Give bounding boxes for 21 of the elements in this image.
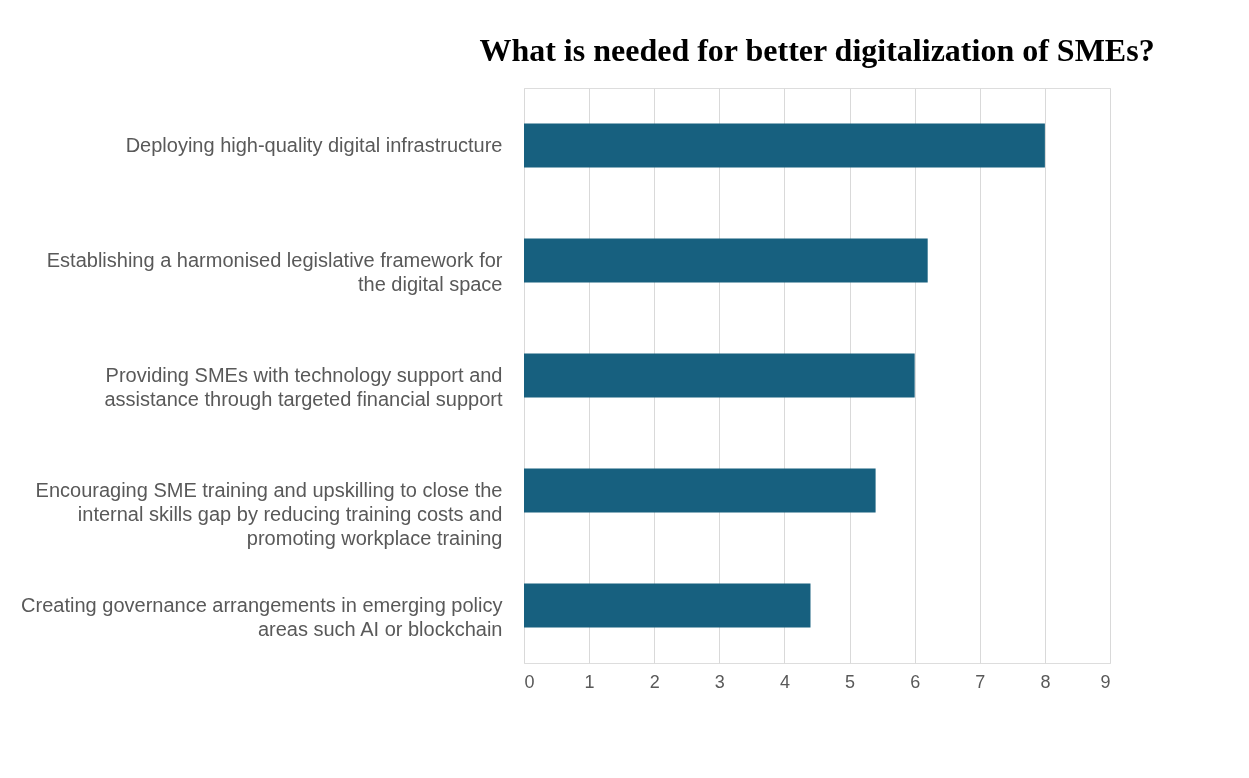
x-tick-label: 1 <box>584 671 595 692</box>
x-tick-label: 9 <box>1100 671 1111 692</box>
x-tick-label: 6 <box>910 671 921 692</box>
chart-title: What is needed for better digitalization of SMEs? <box>479 32 1155 68</box>
y-tick-label: Providing SMEs with technology support and assistance through targeted financial support <box>104 363 503 410</box>
y-tick-label: Encouraging SME training and upskilling to close the internal skills gap by reducing training costs and promoting workplace training <box>35 478 503 549</box>
x-tick-label: 0 <box>524 671 535 692</box>
x-tick-label: 8 <box>1040 671 1051 692</box>
bar <box>524 238 928 283</box>
bar <box>524 583 811 628</box>
x-tick-label: 7 <box>975 671 986 692</box>
y-tick-label: Establishing a harmonised legislative framework for the digital space <box>46 248 503 295</box>
bar <box>524 123 1045 168</box>
y-tick-label: Deploying high-quality digital infrastructure <box>125 133 503 156</box>
bar <box>524 468 876 513</box>
bar <box>524 353 915 398</box>
x-tick-label: 2 <box>649 671 660 692</box>
x-tick-label: 3 <box>714 671 725 692</box>
x-tick-label: 5 <box>845 671 856 692</box>
x-tick-label: 4 <box>779 671 790 692</box>
y-tick-label: Creating governance arrangements in emerging policy areas such AI or blockchain <box>21 593 503 640</box>
